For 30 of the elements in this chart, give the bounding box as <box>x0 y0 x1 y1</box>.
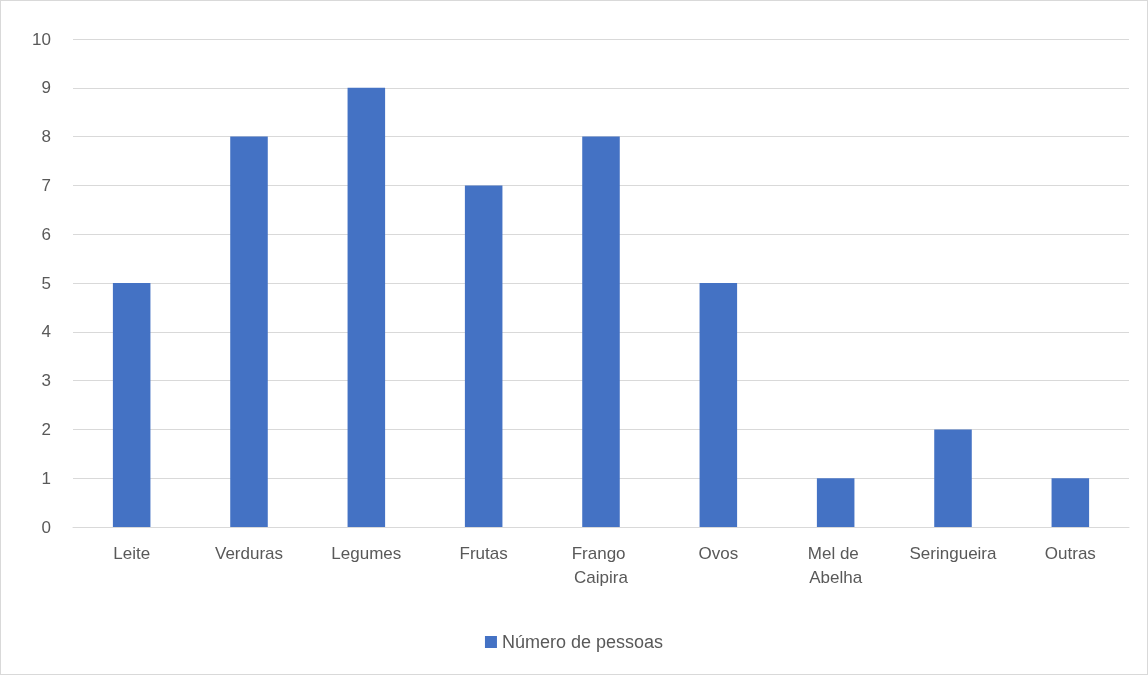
x-tick-label: Leite <box>113 543 151 563</box>
y-tick-label: 9 <box>41 78 51 98</box>
y-tick-label: 2 <box>41 419 51 439</box>
x-tick-label: Seringueira <box>909 543 998 563</box>
bar <box>1051 478 1090 527</box>
x-tick-label: Frango Caipira <box>571 543 631 587</box>
legend-label: Número de pessoas <box>501 632 664 652</box>
bar <box>582 136 620 527</box>
x-tick-label: Outras <box>1044 543 1096 563</box>
x-tick-label: Frutas <box>459 543 508 563</box>
y-tick-label: 5 <box>41 273 51 293</box>
y-tick-label: 4 <box>41 322 51 342</box>
bar <box>464 185 503 527</box>
bar <box>816 478 855 527</box>
y-tick-label: 8 <box>41 127 51 147</box>
y-tick-label: 1 <box>41 468 51 488</box>
bar <box>347 87 386 527</box>
x-tick-label: Mel de Abelha <box>807 543 864 587</box>
bar <box>699 283 738 527</box>
y-tick-label: 10 <box>32 29 51 49</box>
bar <box>230 136 268 527</box>
x-tick-label: Ovos <box>698 543 739 563</box>
x-tick-label: Legumes <box>331 543 402 563</box>
x-tick-label: Verduras <box>214 543 284 563</box>
y-tick-label: 6 <box>41 224 51 244</box>
bar <box>112 283 151 527</box>
y-tick-label: 0 <box>41 517 51 537</box>
bar <box>934 429 972 527</box>
y-tick-label: 7 <box>41 175 51 195</box>
y-tick-label: 3 <box>41 371 51 391</box>
